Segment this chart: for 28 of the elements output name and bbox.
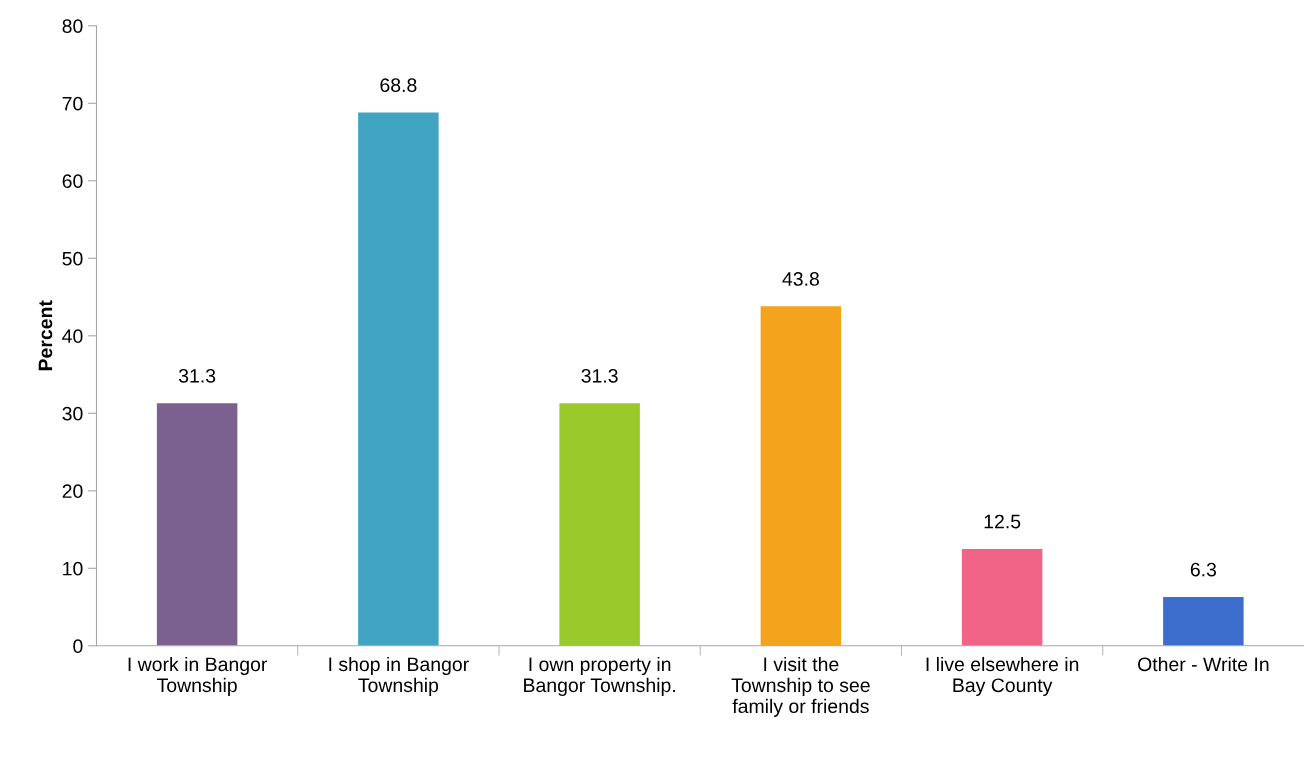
data-label: 31.3 xyxy=(178,368,216,383)
x-tick-label: I live elsewhere in Bay County xyxy=(926,656,1079,696)
y-tick-label: 10 xyxy=(63,561,83,576)
bar xyxy=(156,403,238,646)
x-tick-label: I visit the Township to see family or friends xyxy=(731,656,870,717)
bar xyxy=(1163,596,1244,646)
y-tick-label: 60 xyxy=(62,174,83,189)
data-label: 31.3 xyxy=(581,368,618,383)
y-axis-title: Percent xyxy=(38,300,53,371)
y-tick-label: 80 xyxy=(62,19,83,34)
x-tick-label: Other - Write In xyxy=(1138,656,1269,672)
x-tick-label: I shop in Bangor Township xyxy=(329,656,469,696)
data-label: 68.8 xyxy=(380,78,417,93)
data-label: 6.3 xyxy=(1190,562,1217,577)
y-tick-label: 20 xyxy=(62,484,83,499)
bar xyxy=(358,112,439,646)
x-tick-label: I own property in Bangor Township. xyxy=(524,656,675,696)
y-tick-label: 0 xyxy=(73,639,83,654)
data-label: 12.5 xyxy=(984,514,1021,529)
y-tick-label: 70 xyxy=(62,96,83,111)
bar xyxy=(760,306,842,646)
y-tick-label: 50 xyxy=(62,251,83,266)
data-label: 43.8 xyxy=(782,272,819,286)
bar xyxy=(961,548,1043,646)
x-tick-label: I work in Bangor Township xyxy=(128,656,268,696)
y-tick-label: 40 xyxy=(62,329,83,344)
y-tick-label: 30 xyxy=(62,406,83,421)
bar xyxy=(559,403,640,646)
